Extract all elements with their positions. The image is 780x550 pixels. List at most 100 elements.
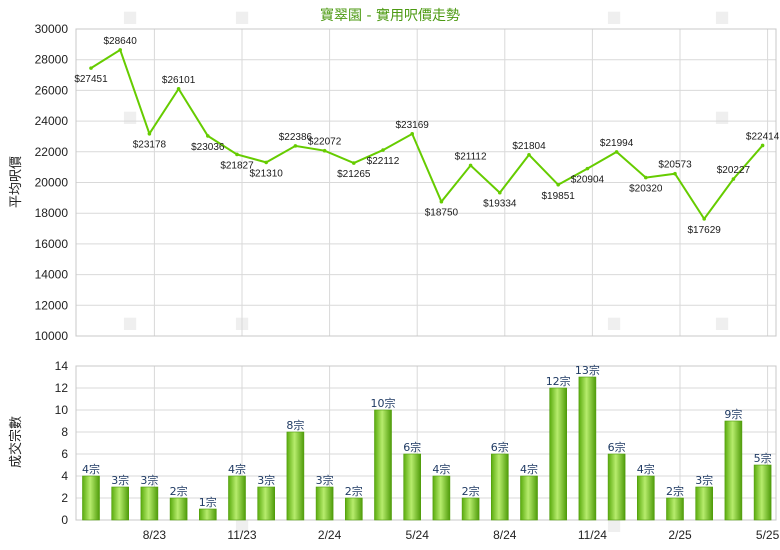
x-tick-label: 5/24 xyxy=(406,528,430,542)
y-tick-label: 12000 xyxy=(35,298,69,312)
volume-data-label: 8宗 xyxy=(286,418,304,432)
data-point xyxy=(293,144,298,148)
x-tick-label: 8/23 xyxy=(143,528,167,542)
y-tick-label: 12 xyxy=(55,381,69,395)
watermark-mark: ■ xyxy=(714,7,729,26)
watermark-mark: ■ xyxy=(714,107,729,126)
volume-bar xyxy=(490,453,509,521)
data-point xyxy=(410,132,415,136)
y-tick-label: 10 xyxy=(55,403,69,417)
data-point xyxy=(585,166,590,171)
data-point xyxy=(264,160,269,165)
price-data-label: $17629 xyxy=(688,225,722,236)
price-data-label: $19851 xyxy=(542,191,576,202)
price-data-label: $22386 xyxy=(279,132,313,143)
volume-data-label: 13宗 xyxy=(575,363,600,377)
volume-bar xyxy=(578,376,597,521)
volume-bar xyxy=(461,497,480,521)
volume-data-label: 6宗 xyxy=(491,440,509,454)
y-tick-label: 0 xyxy=(61,513,68,527)
watermark-mark: ■ xyxy=(122,107,137,126)
price-data-label: $22414 xyxy=(746,131,780,142)
volume-bar xyxy=(228,475,246,521)
price-grid xyxy=(75,28,777,337)
volume-data-label: 4宗 xyxy=(228,462,246,476)
y-tick-label: 2 xyxy=(61,491,68,505)
price-data-label: $22112 xyxy=(367,156,400,167)
watermark-mark: ■ xyxy=(122,313,137,332)
volume-bar xyxy=(82,475,100,521)
x-axis: 8/23 11/23 2/24 5/24 8/24 11/24 2/25 5/25 xyxy=(143,528,780,542)
plot-frame xyxy=(75,365,777,521)
y-tick-label: 30000 xyxy=(35,22,69,36)
volume-bar xyxy=(374,409,392,521)
y-tick-label: 4 xyxy=(61,469,68,483)
volume-data-label: 2宗 xyxy=(462,484,480,498)
volume-bar xyxy=(403,453,422,521)
price-data-label: $23178 xyxy=(133,140,167,151)
volume-y-axis-label: 成交宗數 xyxy=(8,416,24,468)
x-tick-label: 2/25 xyxy=(668,528,692,542)
y-tick-label: 24000 xyxy=(35,114,69,128)
price-data-label: $19334 xyxy=(483,199,517,210)
y-tick-label: 10000 xyxy=(35,329,69,343)
volume-bar xyxy=(753,464,772,521)
volume-bar xyxy=(140,486,159,521)
data-point xyxy=(381,148,385,152)
volume-data-label: 4宗 xyxy=(637,462,655,476)
watermark-mark: ■ xyxy=(714,313,729,332)
volume-bar xyxy=(520,475,538,521)
plot-frame xyxy=(75,28,777,337)
data-point xyxy=(439,199,444,204)
volume-data-label: 5宗 xyxy=(754,451,772,465)
volume-bar xyxy=(607,453,626,521)
watermark-mark: ■ xyxy=(606,7,621,26)
volume-data-label: 2宗 xyxy=(345,484,363,498)
volume-data-label: 9宗 xyxy=(724,407,742,421)
volume-data-label: 3宗 xyxy=(257,473,275,487)
x-tick-label: 11/23 xyxy=(227,528,256,542)
volume-data-label: 4宗 xyxy=(432,462,450,476)
price-y-axis-label: 平均呎價 xyxy=(9,156,24,208)
price-data-label: $18750 xyxy=(425,208,459,219)
price-data-label: $23169 xyxy=(396,120,430,131)
y-tick-label: 14000 xyxy=(35,268,69,282)
data-point xyxy=(498,190,502,195)
data-point xyxy=(644,175,648,180)
x-tick-label: 11/24 xyxy=(578,528,607,542)
volume-data-label: 3宗 xyxy=(140,473,158,487)
data-point xyxy=(176,87,181,91)
volume-bar xyxy=(315,486,334,521)
y-tick-label: 18000 xyxy=(35,206,69,220)
price-data-label: $20573 xyxy=(658,160,692,171)
volume-bar xyxy=(666,497,684,521)
price-data-label: $20227 xyxy=(717,165,751,176)
y-tick-label: 16000 xyxy=(35,237,69,251)
volume-bar xyxy=(724,420,743,521)
y-tick-label: 28000 xyxy=(35,53,69,67)
x-tick-label: 8/24 xyxy=(493,528,517,542)
volume-bars xyxy=(82,376,772,521)
volume-data-label: 6宗 xyxy=(608,440,626,454)
price-series-line xyxy=(90,48,764,221)
price-data-label: $21827 xyxy=(220,160,254,171)
data-point xyxy=(322,148,327,153)
y-tick-label: 14 xyxy=(55,359,69,373)
volume-data-label: 3宗 xyxy=(695,473,713,487)
watermark: ■ ■ ■ ■■ ■■ ■ ■ ■■ ■ xyxy=(122,7,729,534)
data-point xyxy=(614,150,619,154)
watermark-mark: ■ xyxy=(122,7,137,26)
y-tick-label: 6 xyxy=(61,447,68,461)
volume-data-label: 2宗 xyxy=(170,484,188,498)
data-point xyxy=(352,161,356,165)
volume-y-axis: 0 2 4 6 8 10 12 14 xyxy=(55,359,69,527)
data-point xyxy=(468,163,473,168)
data-point xyxy=(206,134,210,138)
y-tick-label: 26000 xyxy=(35,83,69,97)
data-point xyxy=(673,171,677,176)
volume-data-label: 3宗 xyxy=(316,473,334,487)
volume-bar xyxy=(199,508,217,521)
volume-data-label: 12宗 xyxy=(546,374,571,388)
volume-data-labels: 4宗 3宗 3宗 2宗 1宗 4宗 3宗 8宗 3宗 2宗 10宗 6宗 4宗 2宗 6宗 4宗 12宗 13宗 6… xyxy=(82,363,772,509)
